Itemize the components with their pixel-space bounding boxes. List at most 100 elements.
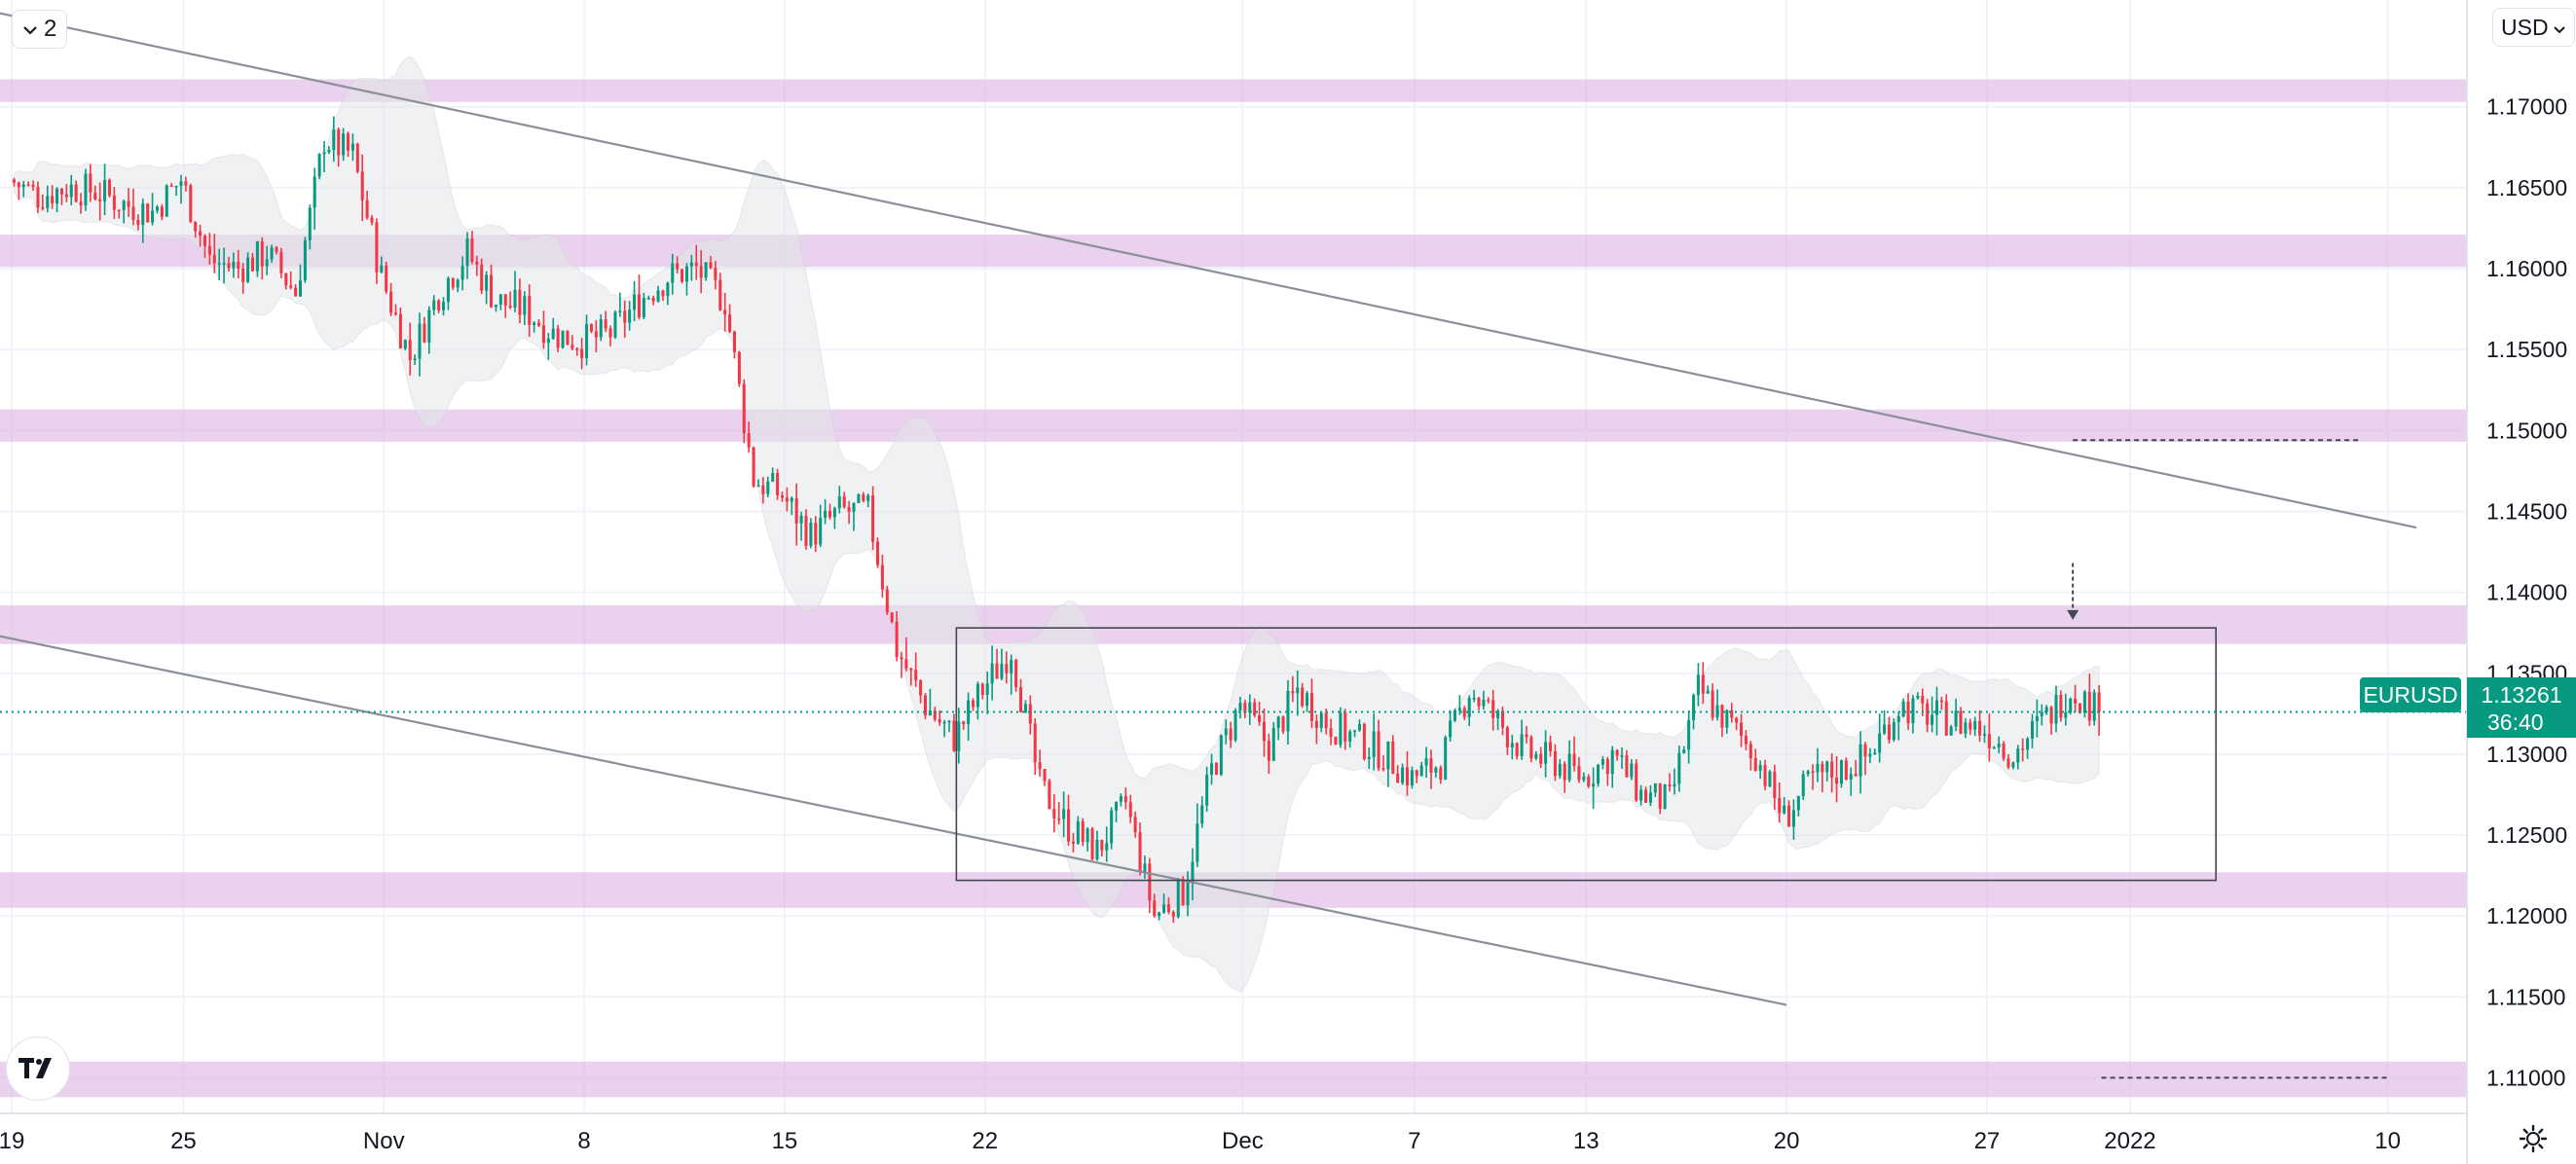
candle [2049,706,2053,735]
candle [1911,694,1915,734]
candle [1377,719,1380,772]
candle [975,681,979,720]
candle-body [1873,752,1877,754]
candle-body [1992,746,1996,749]
candle [1362,722,1366,761]
candle-body [317,154,321,177]
candle [1648,784,1652,807]
candle [646,295,650,300]
candle-body [107,180,111,196]
candle-body [260,241,264,267]
candle-body [179,181,183,186]
candle-body [1887,724,1891,740]
candle-body [1415,770,1418,777]
candle-body [350,143,354,151]
candle-body [633,294,637,310]
candle-body [413,358,417,361]
candle [84,168,88,211]
candle [460,256,464,291]
zone-band [0,1061,2467,1098]
candle-body [556,328,560,348]
candle [1510,734,1514,760]
candle [1200,796,1204,828]
candle [2026,737,2030,759]
candle [1210,753,1214,785]
candle-body [551,328,555,339]
candle [1982,725,1986,744]
candle-body [837,495,841,509]
candle [202,234,207,258]
settings-gear-icon[interactable] [2514,1119,2553,1158]
candle [303,236,307,283]
candle [1128,794,1132,823]
zone-band [0,79,2467,102]
collapse-indicators-button[interactable]: 2 [12,10,68,49]
candle [594,319,598,353]
x-tick-label: 25 [170,1128,197,1154]
candle [79,193,83,214]
candle-body [93,192,97,200]
candle-body [995,663,999,679]
candle-body [17,182,20,188]
bar-countdown: 36:40 [2487,709,2544,735]
candle [1625,749,1629,778]
candle-body [528,296,532,325]
candle-body [1901,701,1905,717]
candle [270,244,274,264]
candle [1186,871,1190,917]
y-tick-label: 1.11500 [2486,984,2565,1009]
candle [1010,654,1013,695]
candle [1863,742,1867,776]
candle-body [728,314,732,332]
candle-body [284,273,288,286]
candle [212,234,216,273]
candle-body [503,294,507,307]
candle [1706,685,1710,694]
candle [618,292,622,317]
candle-body [618,310,622,312]
candle-body [1682,749,1686,753]
candle [1969,718,1972,735]
candle-body [465,238,469,267]
candle-body [824,510,828,519]
candle-body [967,700,971,725]
candle-body [1043,769,1047,782]
candle-body [1544,742,1548,764]
candle-body [541,325,545,344]
candle-body [1773,771,1777,798]
candle-body [671,263,675,283]
candle [1301,682,1305,709]
candle [1553,744,1557,782]
candle [255,240,259,277]
candle [1238,696,1242,719]
candle [279,247,283,278]
candle [1357,719,1361,732]
candle-body [1821,763,1824,773]
candle-body [676,263,680,270]
candle [756,479,760,488]
candle-body [380,265,384,273]
candle [1110,807,1114,850]
candle [289,271,293,290]
candle-body [1630,763,1634,778]
currency-selector[interactable]: USD [2492,8,2575,47]
tradingview-logo-icon[interactable] [6,1037,70,1101]
candle [633,280,637,321]
candle [470,231,474,265]
candle [1309,678,1313,729]
candle-body [790,497,793,502]
candle [1740,713,1744,747]
candle [1119,793,1122,807]
y-tick-label: 1.14500 [2486,498,2567,524]
candle-body [398,313,402,349]
candle-body [1038,762,1042,770]
candle [1668,773,1672,792]
candle [350,133,354,162]
range-box [955,627,2217,882]
candle-body [604,319,607,329]
candle-body [1500,710,1505,728]
candle-body [646,298,650,300]
currency-label: USD [2501,14,2549,40]
